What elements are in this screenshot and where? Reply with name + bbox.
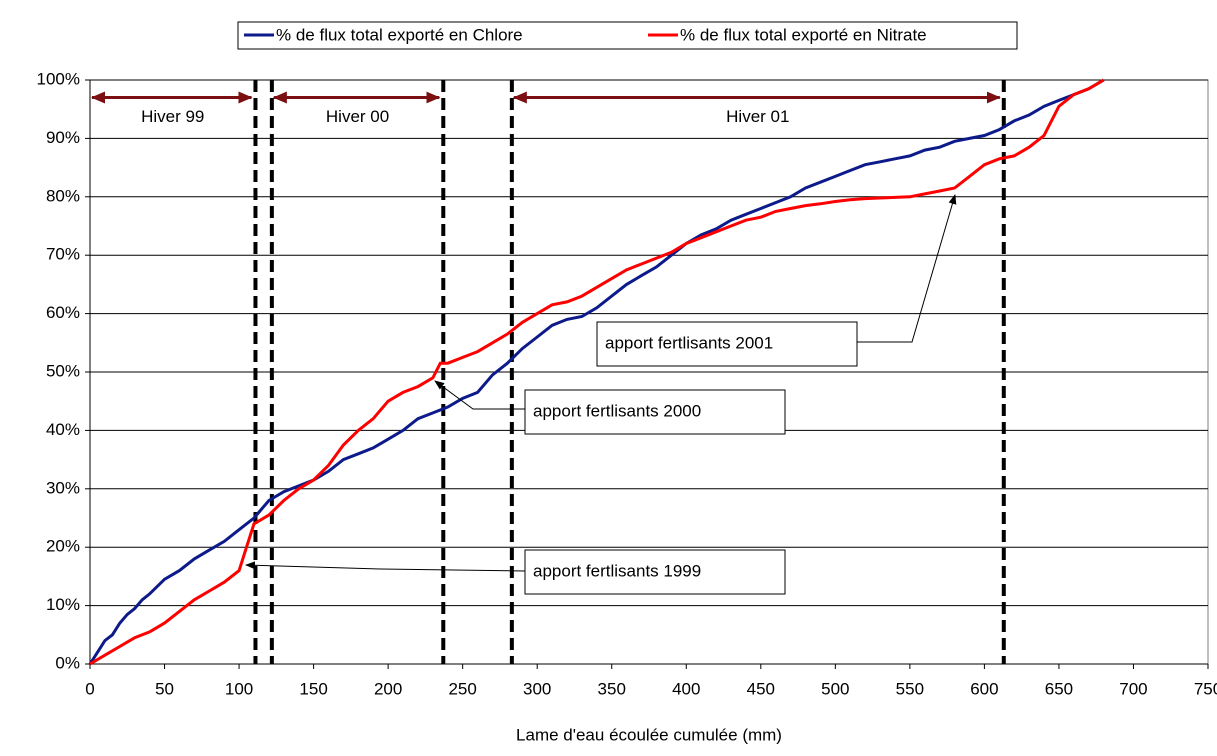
x-tick-label: 700 <box>1119 679 1147 698</box>
annotation-box <box>524 549 786 595</box>
annotation-leader <box>434 380 525 410</box>
legend-label: % de flux total exporté en Nitrate <box>680 25 927 44</box>
x-tick-label: 250 <box>448 679 476 698</box>
y-tick-label: 0% <box>55 653 80 672</box>
y-tick-label: 100% <box>37 69 80 88</box>
x-tick-label: 200 <box>374 679 402 698</box>
series-line <box>89 78 1105 666</box>
x-tick-label: 550 <box>896 679 924 698</box>
annotation-text: apport fertlisants 2001 <box>605 333 773 352</box>
annotation-box <box>524 389 786 435</box>
y-tick-label: 90% <box>46 128 80 147</box>
x-tick-label: 450 <box>747 679 775 698</box>
series-line <box>88 78 1105 665</box>
y-tick-label: 20% <box>46 537 80 556</box>
period-label: Hiver 99 <box>141 107 204 126</box>
x-tick-label: 600 <box>970 679 998 698</box>
y-tick-label: 80% <box>46 186 80 205</box>
annotation-box <box>596 321 858 367</box>
x-tick-label: 0 <box>85 679 94 698</box>
period-label: Hiver 00 <box>326 107 389 126</box>
y-tick-label: 40% <box>46 420 80 439</box>
period-label: Hiver 01 <box>726 107 789 126</box>
y-tick-label: 70% <box>46 245 80 264</box>
x-tick-label: 400 <box>672 679 700 698</box>
annotation-text: apport fertlisants 2000 <box>533 401 701 420</box>
y-tick-label: 30% <box>46 478 80 497</box>
x-tick-label: 300 <box>523 679 551 698</box>
annotation-leader <box>857 194 957 343</box>
y-tick-label: 60% <box>46 303 80 322</box>
x-tick-label: 100 <box>225 679 253 698</box>
x-tick-label: 650 <box>1045 679 1073 698</box>
x-tick-label: 150 <box>299 679 327 698</box>
y-tick-label: 50% <box>46 361 80 380</box>
legend-label: % de flux total exporté en Chlore <box>276 25 523 44</box>
legend-box <box>237 21 1018 50</box>
x-tick-label: 50 <box>155 679 174 698</box>
annotation-text: apport fertlisants 1999 <box>533 561 701 580</box>
x-tick-label: 500 <box>821 679 849 698</box>
x-axis-label: Lame d'eau écoulée cumulée (mm) <box>516 725 782 744</box>
x-tick-label: 750 <box>1194 679 1217 698</box>
annotation-leader <box>245 561 526 572</box>
y-tick-label: 10% <box>46 595 80 614</box>
x-tick-label: 350 <box>598 679 626 698</box>
